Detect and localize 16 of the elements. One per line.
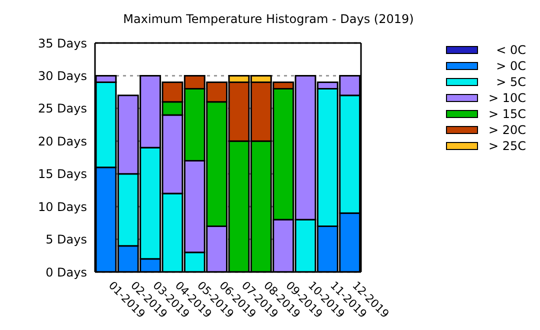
legend-label: > 0C: [495, 59, 526, 73]
chart-title: Maximum Temperature Histogram - Days (2019): [122, 12, 415, 26]
y-tick-label: 0 Days: [46, 265, 87, 280]
y-tick-label: 5 Days: [46, 232, 87, 247]
y-tick-label: 35 Days: [38, 36, 87, 50]
legend-label: > 5C: [495, 75, 526, 89]
y-tick-label: 15 Days: [38, 167, 87, 182]
y-tick-label: 30 Days: [38, 68, 87, 83]
legend-label: < 0C: [495, 43, 526, 57]
legend-label: > 10C: [487, 91, 526, 105]
y-tick-label: 25 Days: [38, 102, 87, 116]
y-tick-label: 20 Days: [38, 134, 87, 148]
legend-label: > 15C: [487, 107, 526, 121]
legend-label: > 25C: [487, 139, 526, 153]
y-tick-label: 10 Days: [38, 200, 87, 214]
legend-label: > 20C: [487, 123, 526, 137]
